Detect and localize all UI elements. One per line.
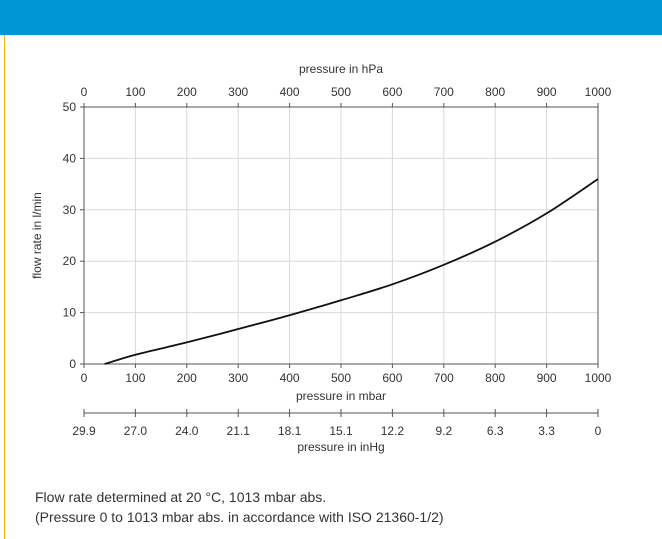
y-tick-label: 20 <box>63 254 77 268</box>
top-tick-label: 800 <box>485 85 505 99</box>
inhg-axis-title: pressure in inHg <box>297 440 384 454</box>
x-tick-label: 900 <box>537 371 557 385</box>
y-tick-label: 50 <box>63 100 77 114</box>
axis-ticks <box>80 103 599 417</box>
top-tick-label: 1000 <box>585 85 612 99</box>
inhg-tick-label: 6.3 <box>487 424 504 438</box>
x-tick-label: 1000 <box>585 371 612 385</box>
y-axis-title: flow rate in l/min <box>30 192 44 279</box>
x-axis-title: pressure in mbar <box>296 389 386 403</box>
footnote-line-2: (Pressure 0 to 1013 mbar abs. in accorda… <box>35 509 444 525</box>
top-tick-label: 600 <box>382 85 402 99</box>
inhg-tick-label: 15.1 <box>329 424 353 438</box>
top-tick-label: 0 <box>81 85 88 99</box>
top-tick-label: 500 <box>331 85 351 99</box>
top-tick-label: 300 <box>228 85 248 99</box>
x-tick-label: 800 <box>485 371 505 385</box>
inhg-tick-label: 12.2 <box>381 424 405 438</box>
x-tick-label: 700 <box>434 371 454 385</box>
inhg-tick-label: 21.1 <box>227 424 251 438</box>
top-tick-label: 100 <box>125 85 145 99</box>
x-tick-label: 0 <box>81 371 88 385</box>
y-tick-label: 40 <box>63 151 77 165</box>
inhg-tick-label: 9.2 <box>435 424 452 438</box>
x-tick-label: 400 <box>280 371 300 385</box>
top-axis-title: pressure in hPa <box>299 62 383 76</box>
x-tick-label: 600 <box>382 371 402 385</box>
header-bar <box>0 0 662 35</box>
flow-rate-chart: 0010010020020030030040040050050060060070… <box>30 62 612 454</box>
inhg-tick-label: 18.1 <box>278 424 302 438</box>
top-tick-label: 700 <box>434 85 454 99</box>
y-tick-label: 30 <box>63 203 77 217</box>
footnote-line-1: Flow rate determined at 20 °C, 1013 mbar… <box>35 489 327 505</box>
x-tick-label: 100 <box>125 371 145 385</box>
flow-curve <box>104 178 599 365</box>
inhg-tick-label: 24.0 <box>175 424 199 438</box>
inhg-tick-label: 3.3 <box>538 424 555 438</box>
inhg-tick-label: 29.9 <box>72 424 96 438</box>
x-tick-label: 300 <box>228 371 248 385</box>
top-tick-label: 200 <box>177 85 197 99</box>
accent-line <box>4 35 5 539</box>
top-tick-label: 400 <box>280 85 300 99</box>
y-tick-label: 0 <box>69 357 76 371</box>
y-tick-label: 10 <box>63 306 77 320</box>
top-tick-label: 900 <box>537 85 557 99</box>
inhg-tick-label: 27.0 <box>124 424 148 438</box>
grid-lines <box>84 107 598 364</box>
tick-labels: 0010010020020030030040040050050060060070… <box>63 85 612 438</box>
footnote: Flow rate determined at 20 °C, 1013 mbar… <box>35 487 444 527</box>
x-tick-label: 500 <box>331 371 351 385</box>
inhg-tick-label: 0 <box>595 424 602 438</box>
x-tick-label: 200 <box>177 371 197 385</box>
